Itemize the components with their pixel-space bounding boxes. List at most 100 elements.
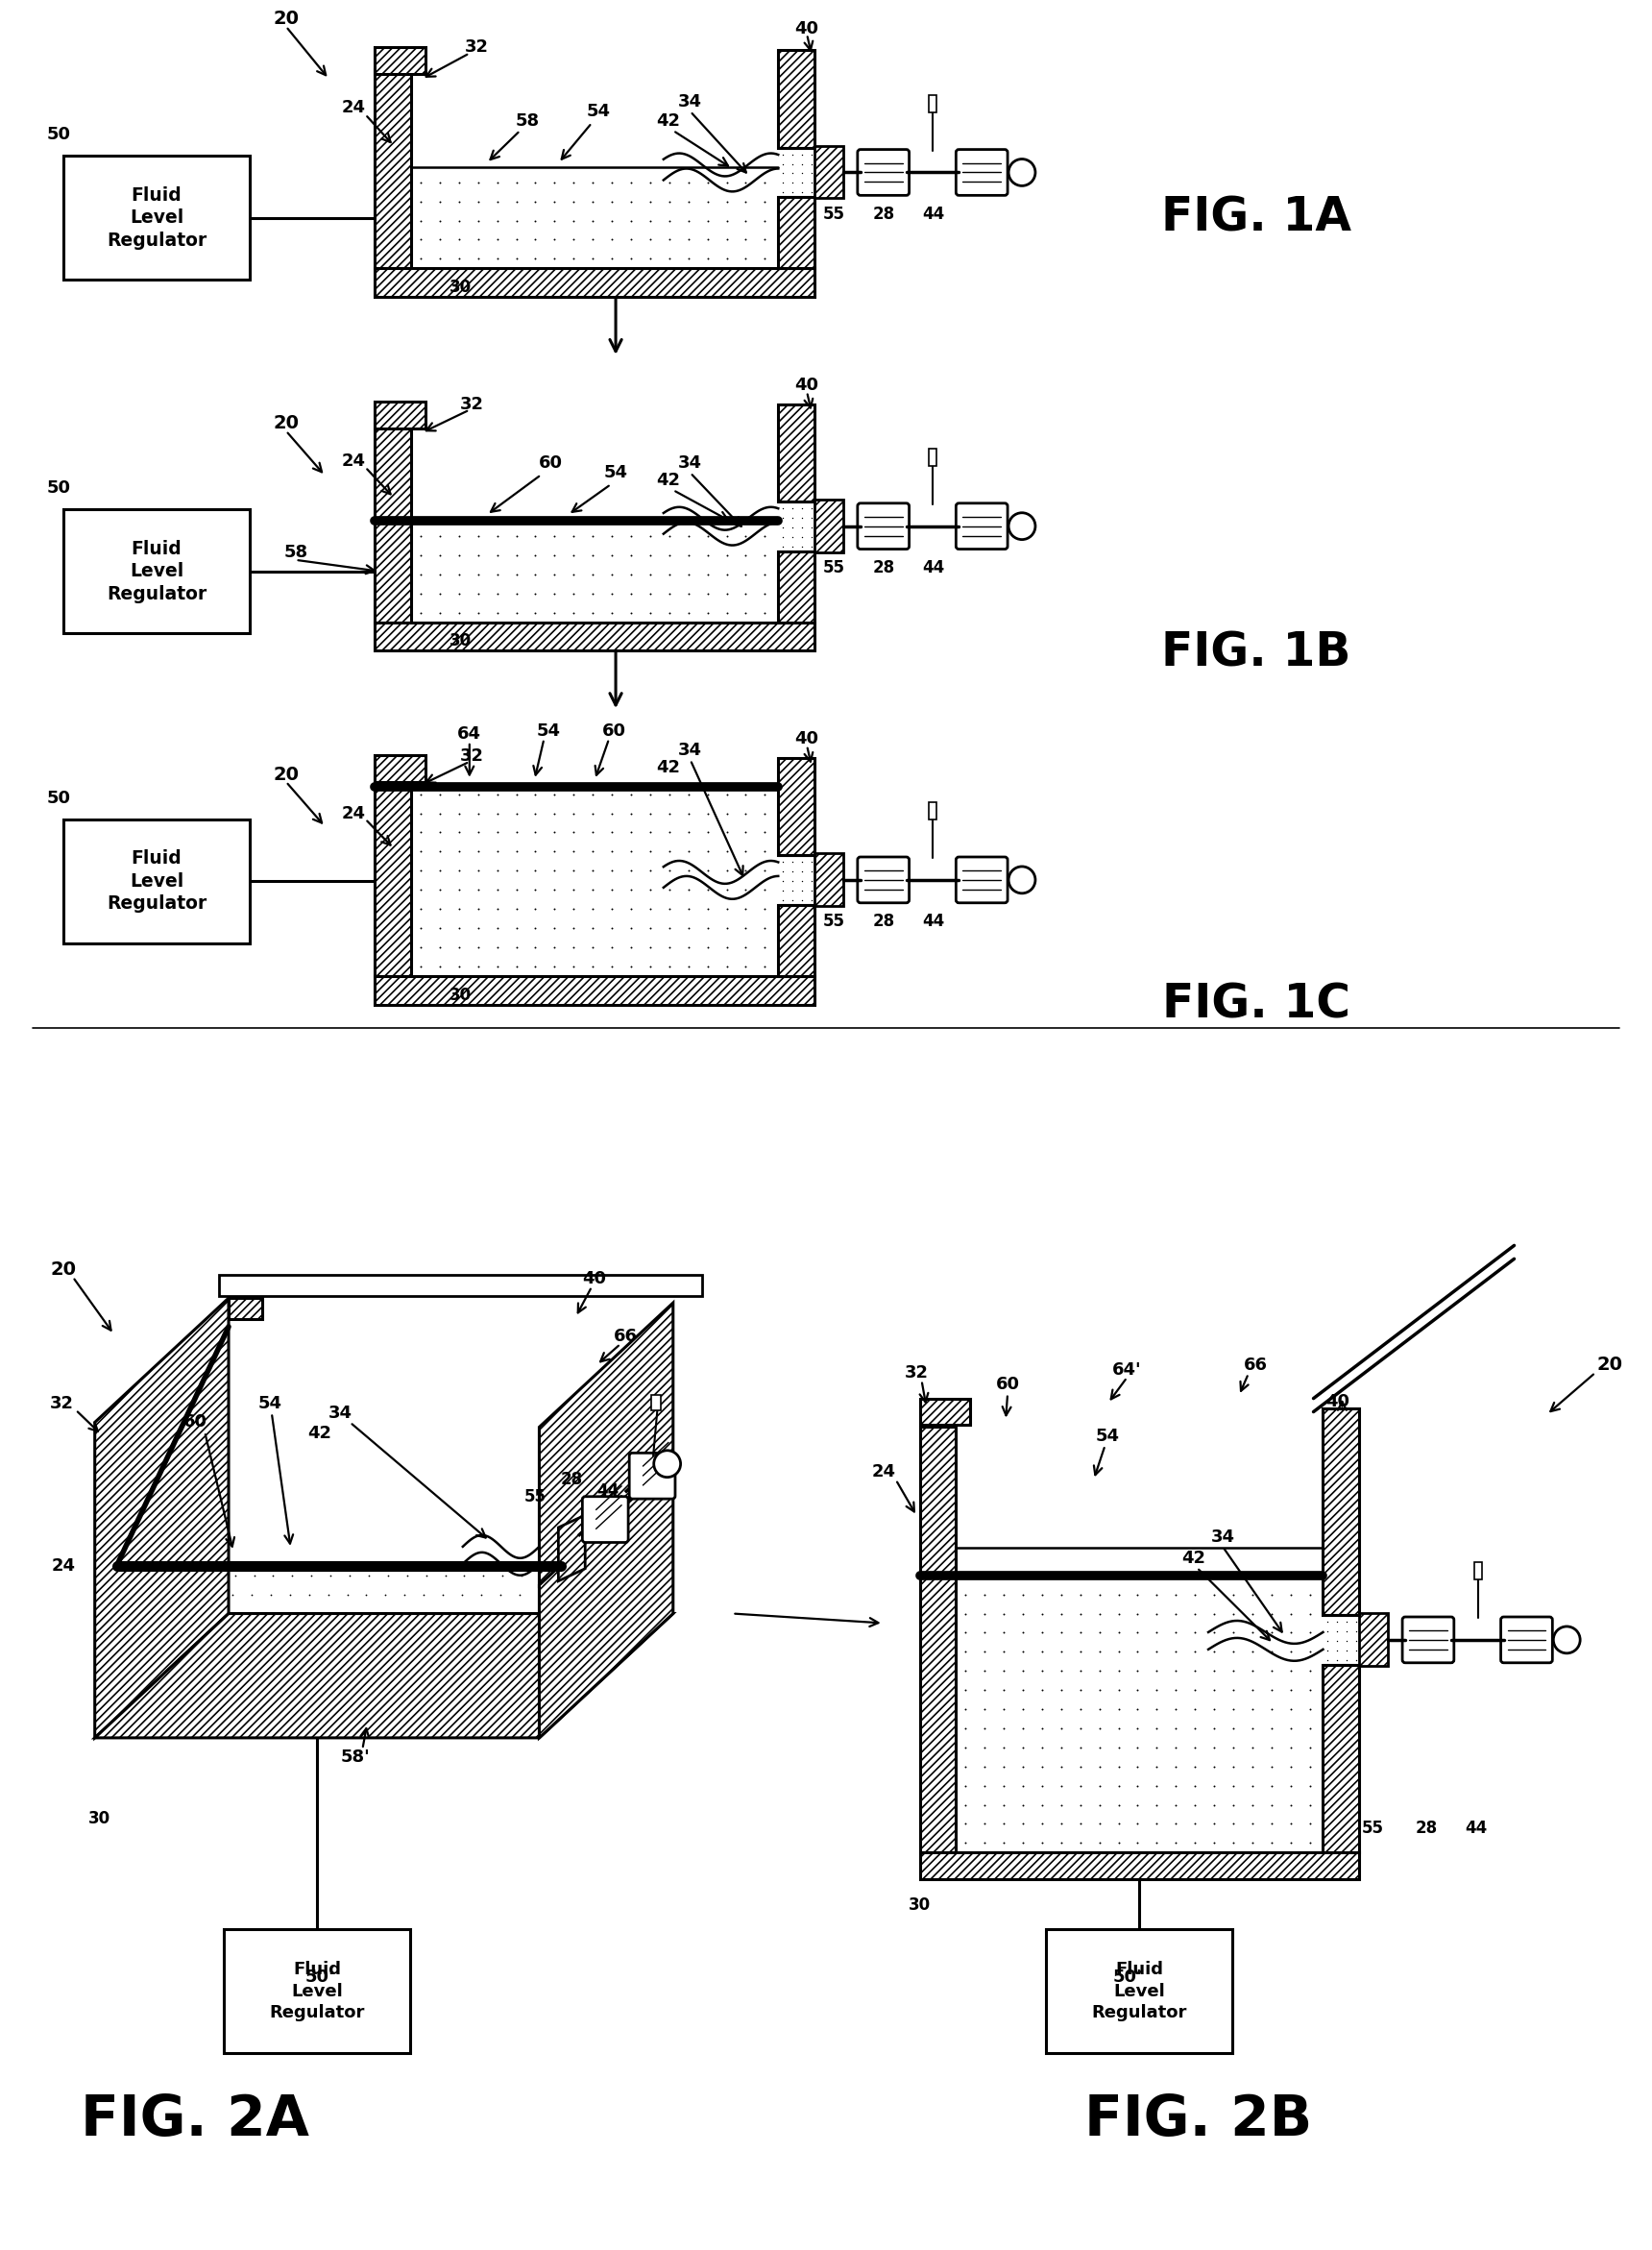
Text: 42: 42	[656, 472, 681, 488]
Text: 64: 64	[458, 724, 481, 742]
Bar	[814, 500, 843, 551]
Circle shape	[1009, 866, 1036, 893]
Bar	[928, 448, 937, 466]
Bar	[375, 976, 814, 1003]
Circle shape	[1553, 1627, 1579, 1654]
Bar	[375, 621, 814, 650]
Text: 50: 50	[46, 790, 71, 808]
Text: 32: 32	[50, 1395, 73, 1411]
Text: 42: 42	[1181, 1550, 1206, 1566]
Text: Fluid
Level
Regulator: Fluid Level Regulator	[106, 540, 206, 603]
Bar	[1323, 1408, 1360, 1616]
Text: 20: 20	[273, 765, 299, 785]
Text: 28: 28	[1416, 1820, 1437, 1838]
Text: Fluid
Level
Regulator: Fluid Level Regulator	[106, 850, 206, 914]
Text: 54: 54	[1095, 1429, 1120, 1444]
Bar	[1474, 1562, 1482, 1580]
Text: 64': 64'	[1112, 1361, 1142, 1379]
Text: 28: 28	[560, 1472, 583, 1487]
Bar	[375, 400, 426, 428]
Text: 24: 24	[342, 452, 365, 470]
Text: 50': 50'	[1112, 1969, 1142, 1985]
Text: 58: 58	[515, 113, 540, 130]
Text: 32: 32	[461, 747, 484, 765]
Circle shape	[1009, 513, 1036, 540]
Bar	[375, 47, 426, 74]
Text: 20: 20	[50, 1260, 76, 1278]
Bar	[1046, 1928, 1232, 2054]
Text: 34: 34	[329, 1404, 352, 1422]
Polygon shape	[558, 1514, 585, 1582]
Polygon shape	[220, 1276, 702, 1296]
Text: 58': 58'	[340, 1748, 370, 1766]
Text: 42: 42	[656, 758, 681, 776]
Text: 54: 54	[586, 104, 611, 119]
Text: 60: 60	[996, 1375, 1019, 1393]
Bar	[375, 268, 814, 297]
FancyBboxPatch shape	[583, 1496, 628, 1544]
FancyBboxPatch shape	[1403, 1618, 1454, 1663]
Text: FIG. 1C: FIG. 1C	[1161, 981, 1350, 1028]
Text: FIG. 2B: FIG. 2B	[1085, 2092, 1313, 2149]
Text: 50': 50'	[304, 1969, 334, 1985]
Text: 24: 24	[342, 99, 365, 117]
Text: 24: 24	[871, 1462, 895, 1480]
Text: 24: 24	[342, 805, 365, 821]
Text: 50: 50	[46, 479, 71, 497]
Bar	[778, 405, 814, 502]
Text: 40: 40	[795, 376, 819, 394]
Text: 30: 30	[89, 1811, 111, 1827]
Text: 40: 40	[1325, 1393, 1350, 1411]
Text: FIG. 1A: FIG. 1A	[1161, 196, 1351, 241]
Bar	[928, 803, 937, 819]
Text: Fluid
Level
Regulator: Fluid Level Regulator	[1092, 1962, 1186, 2020]
Text: 32: 32	[905, 1364, 928, 1382]
Text: 60: 60	[539, 454, 563, 472]
Text: 30: 30	[909, 1897, 930, 1915]
Bar	[920, 1400, 970, 1424]
Circle shape	[654, 1451, 681, 1478]
Polygon shape	[228, 1298, 263, 1318]
Text: 34: 34	[679, 742, 702, 758]
Text: 55: 55	[524, 1487, 547, 1505]
Circle shape	[1009, 160, 1036, 187]
FancyBboxPatch shape	[857, 857, 909, 902]
Text: 58: 58	[284, 544, 307, 560]
FancyBboxPatch shape	[957, 504, 1008, 549]
Text: 34: 34	[679, 92, 702, 110]
FancyBboxPatch shape	[857, 504, 909, 549]
Text: 44: 44	[596, 1483, 620, 1501]
Text: 42: 42	[307, 1424, 332, 1442]
Text: Fluid
Level
Regulator: Fluid Level Regulator	[106, 187, 206, 250]
Text: 50: 50	[46, 126, 71, 144]
Text: 34: 34	[679, 454, 702, 472]
Text: 44: 44	[1465, 1820, 1487, 1838]
Text: 42: 42	[656, 113, 681, 130]
Bar	[1323, 1665, 1360, 1852]
FancyBboxPatch shape	[957, 148, 1008, 196]
Text: 44: 44	[922, 914, 945, 929]
Bar	[375, 423, 411, 621]
Bar	[814, 853, 843, 907]
Bar	[928, 94, 937, 113]
Text: 30: 30	[449, 632, 472, 650]
Text: 20: 20	[273, 9, 299, 27]
Text: 40: 40	[583, 1271, 606, 1287]
Text: 32: 32	[466, 38, 489, 56]
Text: 24: 24	[51, 1557, 76, 1575]
Bar	[778, 198, 814, 268]
Bar	[375, 756, 426, 781]
Polygon shape	[539, 1460, 672, 1737]
FancyBboxPatch shape	[629, 1454, 676, 1499]
Text: 20: 20	[1597, 1357, 1622, 1375]
Text: FIG. 1B: FIG. 1B	[1161, 630, 1351, 675]
Bar	[223, 1928, 410, 2054]
Text: 32: 32	[461, 396, 484, 412]
Text: 54: 54	[537, 722, 560, 740]
Text: 55: 55	[823, 558, 844, 576]
Bar	[63, 509, 249, 634]
Text: 44: 44	[922, 205, 945, 223]
FancyBboxPatch shape	[1500, 1618, 1553, 1663]
Text: 30: 30	[449, 986, 472, 1004]
Text: 54: 54	[603, 464, 628, 482]
